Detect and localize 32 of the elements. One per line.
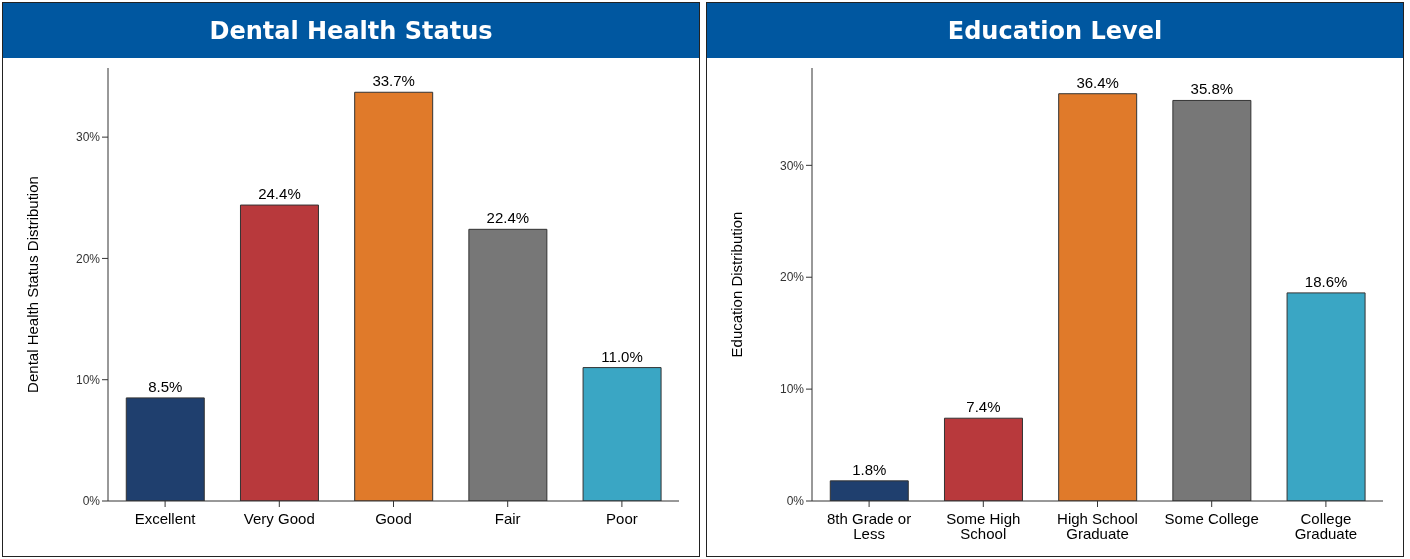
x-tick-label: Poor (606, 509, 638, 527)
chart-title: Dental Health Status (3, 3, 699, 58)
data-label: 18.6% (1304, 272, 1348, 290)
x-tick-label: Excellent (134, 509, 197, 527)
x-tick-label: College Graduate (1294, 509, 1358, 542)
data-label: 36.4% (1076, 73, 1119, 91)
y-tick-label: 0% (786, 494, 805, 509)
x-tick-label: Fair (494, 509, 521, 527)
y-tick-label: 30% (75, 130, 101, 145)
x-tick-label: Good (375, 509, 412, 527)
y-tick-label: 30% (779, 158, 805, 173)
y-tick-label: 20% (75, 251, 101, 266)
y-tick-label: 10% (779, 382, 805, 397)
y-tick-label: 10% (75, 372, 101, 387)
x-tick-label: Some College (1164, 509, 1259, 527)
y-axis-title: Dental Health Status Distribution (24, 176, 42, 393)
data-label: 22.4% (486, 209, 530, 227)
x-tick-label: Very Good (243, 509, 315, 527)
data-label: 24.4% (258, 185, 301, 203)
data-label: 11.0% (601, 347, 643, 365)
x-tick-label: Some High School (946, 509, 1021, 542)
x-tick-label: High School Graduate (1057, 509, 1138, 542)
data-label: 8.5% (148, 377, 183, 395)
x-tick-label: 8th Grade or Less (826, 509, 912, 542)
y-axis-title: Education Distribution (728, 211, 746, 358)
y-tick-label: 20% (779, 270, 805, 285)
data-label: 1.8% (852, 460, 887, 478)
data-label: 7.4% (966, 398, 1001, 416)
data-label: 33.7% (372, 72, 415, 90)
data-label: 35.8% (1190, 80, 1234, 98)
y-tick-label: 0% (82, 494, 101, 509)
chart-title: Education Level (707, 3, 1403, 58)
